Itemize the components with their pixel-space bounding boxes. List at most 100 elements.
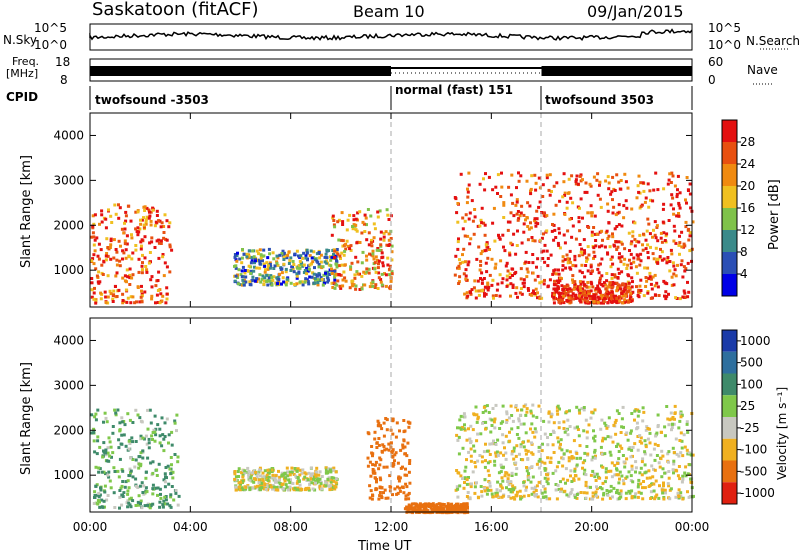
data-cell bbox=[383, 488, 387, 492]
data-cell bbox=[126, 204, 130, 208]
data-cell bbox=[557, 281, 560, 285]
data-cell bbox=[363, 213, 367, 217]
data-cell bbox=[380, 486, 384, 490]
data-cell bbox=[531, 403, 535, 407]
data-cell bbox=[124, 214, 128, 218]
data-cell bbox=[382, 235, 386, 239]
data-cell bbox=[369, 214, 373, 218]
data-cell bbox=[461, 253, 464, 257]
data-cell bbox=[515, 212, 519, 216]
data-cell bbox=[652, 257, 656, 261]
data-cell bbox=[674, 495, 678, 499]
data-cell bbox=[680, 230, 684, 234]
data-cell bbox=[683, 295, 686, 299]
data-cell bbox=[314, 480, 318, 484]
data-cell bbox=[265, 473, 269, 477]
data-cell bbox=[619, 495, 623, 499]
data-cell bbox=[641, 486, 644, 490]
data-cell bbox=[396, 485, 399, 489]
data-cell bbox=[603, 245, 607, 249]
data-cell bbox=[554, 236, 558, 239]
data-cell bbox=[151, 208, 155, 212]
data-cell bbox=[262, 475, 266, 479]
data-cell bbox=[637, 490, 641, 494]
data-cell bbox=[663, 294, 666, 298]
data-cell bbox=[502, 203, 506, 207]
data-cell bbox=[585, 445, 589, 448]
data-cell bbox=[433, 506, 437, 510]
data-cell bbox=[561, 288, 565, 291]
colorbar-swatch bbox=[722, 164, 737, 186]
data-cell bbox=[177, 494, 181, 498]
data-cell bbox=[90, 281, 94, 285]
data-cell bbox=[491, 188, 495, 192]
data-cell bbox=[617, 223, 621, 227]
data-cell bbox=[388, 273, 392, 277]
data-cell bbox=[446, 502, 450, 506]
data-cell bbox=[279, 485, 283, 489]
data-cell bbox=[105, 498, 109, 502]
data-cell bbox=[654, 479, 658, 483]
data-cell bbox=[90, 288, 94, 292]
data-cell bbox=[610, 273, 614, 277]
data-cell bbox=[381, 264, 385, 268]
data-cell bbox=[575, 463, 579, 467]
data-cell bbox=[427, 503, 431, 507]
data-cell bbox=[139, 502, 142, 505]
data-cell bbox=[401, 446, 405, 450]
data-cell bbox=[664, 297, 668, 301]
data-cell bbox=[102, 470, 106, 474]
data-cell bbox=[300, 280, 304, 284]
data-cell bbox=[385, 428, 389, 432]
data-cell bbox=[343, 263, 347, 267]
data-cell bbox=[155, 239, 159, 243]
data-cell bbox=[150, 236, 154, 240]
data-cell bbox=[636, 254, 640, 258]
data-cell bbox=[629, 262, 633, 266]
date-label: 09/Jan/2015 bbox=[587, 2, 684, 21]
data-cell bbox=[586, 281, 590, 284]
data-cell bbox=[382, 238, 386, 242]
data-cell bbox=[520, 241, 524, 245]
data-cell bbox=[245, 255, 249, 259]
data-cell bbox=[501, 479, 505, 483]
data-cell bbox=[483, 489, 487, 493]
data-cell bbox=[292, 270, 296, 274]
data-cell bbox=[485, 270, 489, 274]
data-cell bbox=[129, 469, 133, 473]
data-cell bbox=[141, 491, 145, 494]
data-cell bbox=[363, 283, 367, 287]
data-cell bbox=[617, 256, 621, 260]
data-cell bbox=[563, 285, 567, 289]
data-cell bbox=[643, 450, 647, 454]
data-cell bbox=[506, 477, 510, 481]
data-cell bbox=[494, 266, 497, 270]
data-cell bbox=[473, 461, 477, 464]
data-cell bbox=[522, 213, 526, 217]
data-cell bbox=[534, 430, 538, 434]
data-cell bbox=[495, 288, 499, 292]
data-cell bbox=[566, 433, 570, 437]
data-cell bbox=[374, 270, 378, 274]
data-cell bbox=[93, 249, 97, 253]
data-cell bbox=[617, 457, 621, 461]
data-cell bbox=[516, 490, 519, 494]
data-cell bbox=[548, 278, 552, 282]
data-cell bbox=[117, 475, 121, 479]
data-cell bbox=[253, 279, 257, 283]
data-cell bbox=[581, 461, 585, 465]
data-cell bbox=[354, 287, 358, 291]
data-cell bbox=[596, 267, 600, 271]
data-cell bbox=[126, 499, 130, 503]
data-cell bbox=[131, 273, 135, 277]
data-cell bbox=[606, 209, 610, 213]
data-cell bbox=[258, 260, 262, 264]
data-cell bbox=[397, 475, 401, 479]
data-cell bbox=[561, 268, 565, 272]
data-cell bbox=[677, 203, 681, 207]
data-cell bbox=[548, 193, 552, 197]
data-cell bbox=[578, 243, 582, 246]
data-cell bbox=[144, 218, 148, 222]
data-cell bbox=[457, 280, 461, 284]
